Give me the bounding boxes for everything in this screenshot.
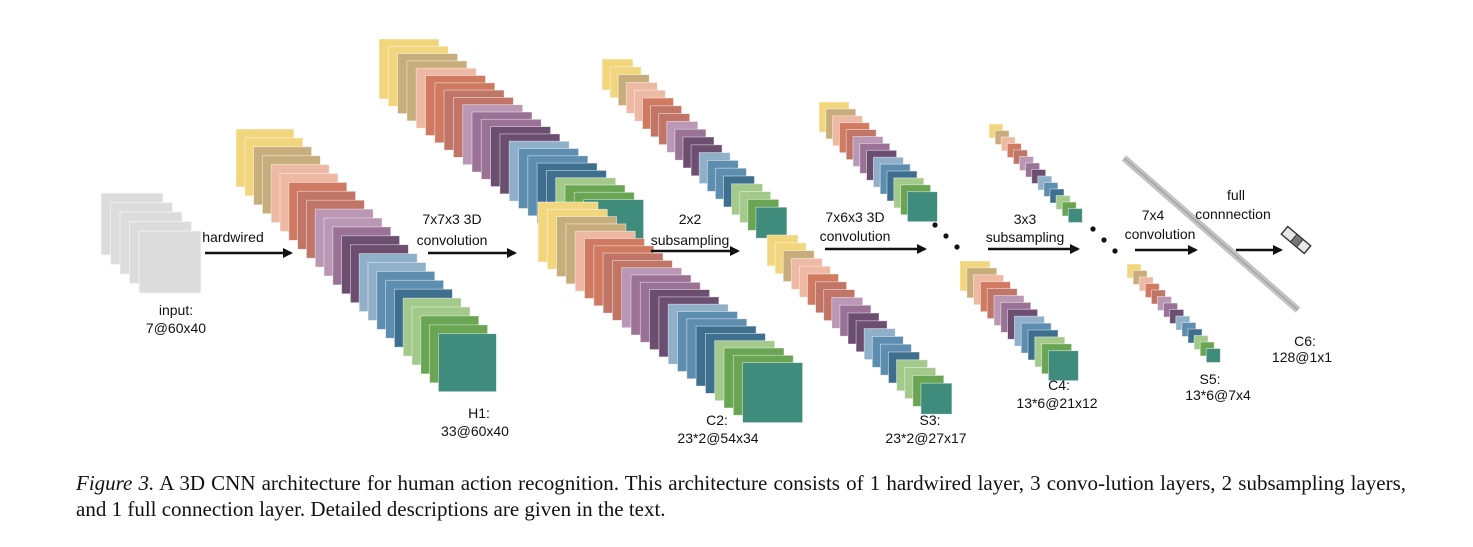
full-connection-bar-edge	[1123, 157, 1299, 311]
op-conv1-label-1: 7x7x3 3D	[422, 211, 481, 227]
layer-c4-name: C4:	[1048, 377, 1070, 393]
op-sub2-label-2: subsampling	[986, 229, 1065, 245]
figure-caption-text: A 3D CNN architecture for human action r…	[76, 471, 1406, 521]
op-conv2-label-1: 7x6x3 3D	[825, 209, 884, 225]
ellipsis-s5	[1090, 226, 1118, 254]
layer-c2-name: C2:	[706, 412, 728, 428]
c6-output-unit	[1280, 225, 1312, 255]
feature-map-stacks	[100, 38, 1221, 424]
layer-input-dims: 7@60x40	[146, 320, 206, 336]
ellipsis-c4	[932, 222, 960, 250]
op-conv3-label-1: 7x4	[1142, 207, 1165, 223]
h1-map	[437, 333, 497, 393]
s3-lower-map	[920, 382, 953, 415]
s5-upper-map	[1067, 208, 1083, 223]
op-sub1-label-1: 2x2	[679, 211, 702, 227]
c4-upper-map	[907, 191, 938, 223]
layer-s5-dims: 13*6@7x4	[1185, 387, 1251, 403]
cnn-architecture-diagram: hardwired 7x7x3 3D convolution 2x2 subsa…	[100, 38, 1332, 446]
op-sub1-label-2: subsampling	[651, 232, 730, 248]
figure-caption: Figure 3. A 3D CNN architecture for huma…	[76, 470, 1406, 522]
layer-s5-name: S5:	[1199, 371, 1220, 387]
layer-s3-dims: 23*2@27x17	[885, 430, 966, 446]
c2-lower-map	[742, 362, 803, 424]
layer-h1-name: H1:	[468, 405, 490, 421]
layer-h1-dims: 33@60x40	[441, 423, 509, 439]
layer-c4-dims: 13*6@21x12	[1016, 395, 1097, 411]
op-conv2-label-2: convolution	[820, 228, 891, 244]
layer-s3-name: S3:	[919, 412, 940, 428]
s5-lower-map	[1205, 348, 1221, 363]
layer-c6-dims: 128@1x1	[1272, 349, 1332, 365]
layer-input-name: input:	[159, 302, 193, 318]
op-fc-label-1: full	[1227, 187, 1245, 203]
input-map	[138, 230, 202, 294]
op-fc-label-2: connnection	[1195, 206, 1271, 222]
op-conv3-label-2: convolution	[1125, 226, 1196, 242]
layer-c6-name: C6:	[1294, 333, 1316, 349]
op-hardwired-label: hardwired	[202, 229, 263, 245]
c4-lower-map	[1048, 350, 1079, 382]
figure-caption-label: Figure 3.	[76, 471, 155, 495]
s3-upper-map	[755, 206, 788, 239]
op-sub2-label-1: 3x3	[1014, 211, 1037, 227]
layer-c2-dims: 23*2@54x34	[677, 430, 758, 446]
op-conv1-label-2: convolution	[417, 232, 488, 248]
